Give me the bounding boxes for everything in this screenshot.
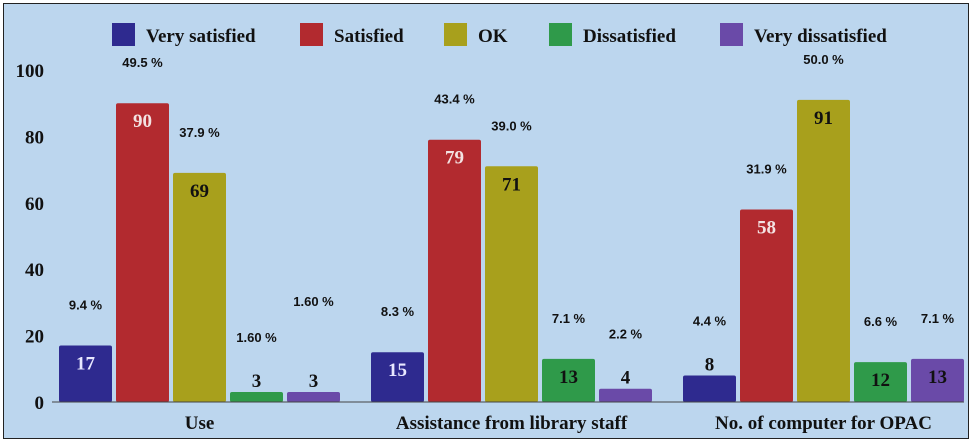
legend-swatch-dissatisfied <box>549 23 572 46</box>
legend-label-very-dissatisfied: Very dissatisfied <box>754 26 887 47</box>
bar-dissatisfied-use <box>230 392 283 402</box>
bar-ok-no-of-computer-for-opac <box>797 99 850 402</box>
percent-label: 1.60 % <box>293 294 334 309</box>
value-label: 90 <box>133 111 152 132</box>
y-tick-label: 40 <box>25 260 44 281</box>
legend-label-very-satisfied: Very satisfied <box>146 26 256 47</box>
legend-swatch-satisfied <box>300 23 323 46</box>
bar-group-no-of-computer-for-opac: 8 4.4 % 58 31.9 % 91 50.0 % 12 6.6 % 13 7.1 % <box>683 52 964 402</box>
percent-label: 4.4 % <box>693 313 727 328</box>
value-label: 4 <box>621 368 631 389</box>
value-label: 91 <box>814 108 833 129</box>
legend-label-ok: OK <box>478 26 508 47</box>
legend: Very satisfied Satisfied OK Dissatisfied Ver… <box>112 23 887 47</box>
value-label: 17 <box>76 354 96 375</box>
bar-ok-use <box>173 172 226 402</box>
bar-very-dissatisfied-assistance-from-library-staff <box>599 388 652 402</box>
value-label: 13 <box>928 367 947 388</box>
bar-satisfied-no-of-computer-for-opac <box>740 209 793 402</box>
percent-label: 9.4 % <box>69 298 103 313</box>
percent-label: 7.1 % <box>552 311 586 326</box>
grouped-bar-chart: Very satisfied Satisfied OK Dissatisfied Ver… <box>16 23 964 434</box>
percent-label: 37.9 % <box>179 125 220 140</box>
percent-label: 43.4 % <box>434 92 475 107</box>
legend-swatch-very-dissatisfied <box>720 23 743 46</box>
value-label: 58 <box>757 217 776 238</box>
chart-frame: Very satisfied Satisfied OK Dissatisfied Ver… <box>3 3 969 439</box>
legend-swatch-very-satisfied <box>112 23 135 46</box>
x-tick-label-assistance-from-library-staff: Assistance from library staff <box>396 413 628 434</box>
value-label: 15 <box>388 360 407 381</box>
y-tick-label: 100 <box>16 61 45 82</box>
y-tick-label: 60 <box>25 194 44 215</box>
bar-very-satisfied-assistance-from-library-staff <box>371 352 424 402</box>
percent-label: 7.1 % <box>921 311 955 326</box>
value-label: 79 <box>445 148 464 169</box>
percent-label: 1.60 % <box>236 330 277 345</box>
percent-label: 8.3 % <box>381 304 415 319</box>
bar-satisfied-assistance-from-library-staff <box>428 139 481 402</box>
y-tick-label: 0 <box>35 393 45 414</box>
bar-group-assistance-from-library-staff: 15 8.3 % 79 43.4 % 71 39.0 % 13 7.1 % 4 2.2 % <box>371 92 652 402</box>
x-tick-label-no-of-computer-for-opac: No. of computer for OPAC <box>715 413 932 434</box>
y-tick-label: 80 <box>25 127 44 148</box>
percent-label: 2.2 % <box>609 327 643 342</box>
bar-very-satisfied-use <box>59 345 112 402</box>
bar-group-use: 17 9.4 % 90 49.5 % 69 37.9 % 3 1.60 % 3 1.60 % <box>59 55 340 402</box>
value-label: 3 <box>309 371 319 392</box>
legend-label-satisfied: Satisfied <box>334 26 404 47</box>
legend-swatch-ok <box>444 23 467 46</box>
bar-satisfied-use <box>116 103 169 402</box>
value-label: 69 <box>190 181 209 202</box>
percent-label: 49.5 % <box>122 55 163 70</box>
percent-label: 50.0 % <box>803 52 844 67</box>
value-label: 12 <box>871 370 890 391</box>
y-tick-label: 20 <box>25 327 44 348</box>
bar-dissatisfied-no-of-computer-for-opac <box>854 362 907 402</box>
x-tick-label-use: Use <box>185 413 215 434</box>
value-label: 8 <box>705 354 715 375</box>
bar-ok-assistance-from-library-staff <box>485 166 538 402</box>
value-label: 3 <box>252 371 262 392</box>
x-axis: Use Assistance from library staff No. of c… <box>52 401 964 434</box>
legend-label-dissatisfied: Dissatisfied <box>583 26 676 47</box>
percent-label: 39.0 % <box>491 118 532 133</box>
bars: 17 9.4 % 90 49.5 % 69 37.9 % 3 1.60 % 3 1.60 % 15 8… <box>59 52 964 402</box>
bar-dissatisfied-assistance-from-library-staff <box>542 358 595 402</box>
percent-label: 31.9 % <box>746 161 787 176</box>
value-label: 71 <box>502 174 521 195</box>
percent-label: 6.6 % <box>864 314 898 329</box>
bar-very-dissatisfied-no-of-computer-for-opac <box>911 358 964 402</box>
value-label: 13 <box>559 367 578 388</box>
bar-very-dissatisfied-use <box>287 392 340 402</box>
y-axis: 0 20 40 60 80 100 <box>16 61 45 414</box>
bar-very-satisfied-no-of-computer-for-opac <box>683 375 736 402</box>
